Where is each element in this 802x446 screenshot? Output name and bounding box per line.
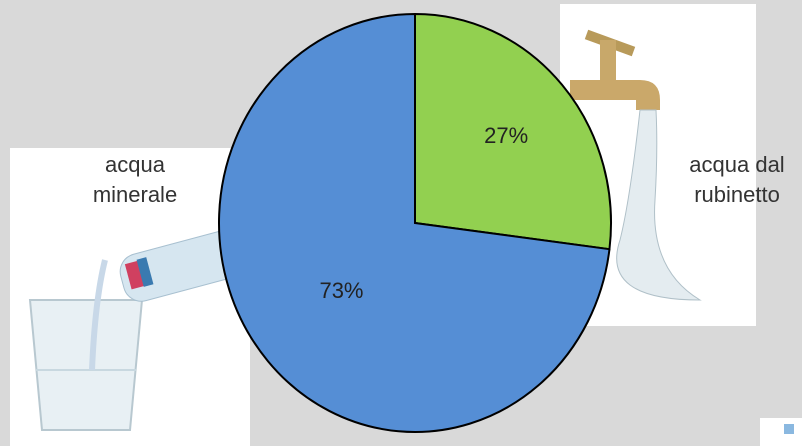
value-label: 73% — [319, 278, 363, 303]
pie-slice — [414, 12, 612, 251]
value-label: 27% — [484, 123, 528, 148]
category-label: acqua dal rubinetto — [689, 152, 785, 207]
pie-slice — [218, 12, 611, 433]
glass-photo — [10, 148, 261, 446]
small-photo — [760, 418, 802, 446]
category-label: acqua minerale — [92, 152, 178, 207]
